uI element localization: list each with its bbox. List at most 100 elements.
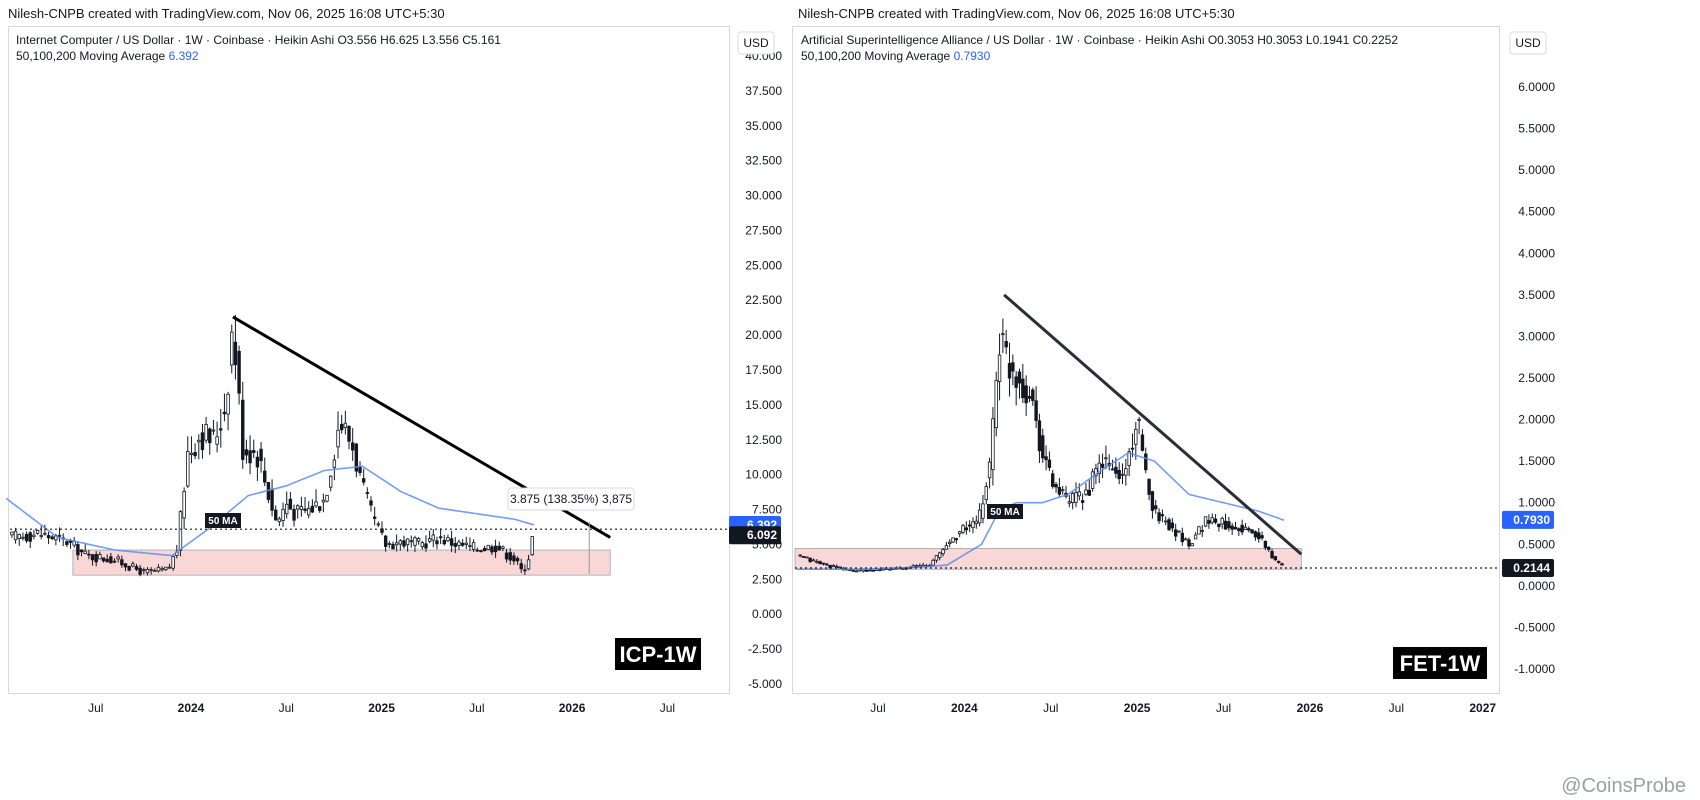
y-tick-label: 22.500 [745, 293, 782, 307]
fet-chart-svg[interactable]: 6.0000 5.5000 5.0000 4.5000 4.0000 3.5000 3.00… [790, 0, 1700, 800]
candle-body [1074, 492, 1078, 503]
candle-body [156, 566, 161, 572]
y-tick-label: -2.500 [748, 642, 782, 656]
candle-body [369, 500, 373, 506]
candle-body [413, 537, 417, 546]
ma-info[interactable]: 50,100,200 Moving Average 6.392 [16, 48, 199, 65]
candle-body [57, 534, 62, 537]
icp-chart-svg[interactable]: 40.00037.50035.00032.50030.00027.50025.0… [0, 0, 790, 800]
candle-body [24, 533, 29, 542]
candle-body [189, 452, 194, 455]
candle-body [94, 553, 98, 563]
candle-body [1250, 529, 1254, 534]
candle-body [1100, 463, 1105, 468]
ma-tag-label: 50 MA [990, 507, 1019, 518]
candle-body [468, 545, 472, 547]
candle-body [402, 540, 406, 547]
candle-body [835, 566, 839, 568]
candle-body [482, 547, 487, 552]
candle-body [83, 550, 87, 554]
candle-body [987, 461, 992, 479]
x-tick-label: 2024 [951, 701, 978, 715]
candle-body [1200, 530, 1204, 532]
ticker-badge: ICP-1W [620, 642, 697, 667]
currency-button[interactable] [1509, 31, 1547, 55]
candle-body [818, 561, 822, 565]
chart-frame[interactable] [8, 26, 730, 694]
candle-body [991, 418, 995, 470]
candle-body [1137, 419, 1141, 421]
candle-body [314, 501, 318, 507]
candle-body [167, 566, 172, 569]
candle-body [497, 545, 501, 551]
candle-body [1017, 371, 1022, 384]
candle-body [493, 545, 498, 553]
candle-body [530, 536, 534, 556]
candle-body [343, 422, 348, 428]
candle-body [1140, 434, 1145, 451]
candle-body [138, 567, 142, 575]
candle-body [1124, 468, 1128, 476]
candle-body [200, 432, 205, 451]
right-panel: Nilesh-CNPB created with TradingView.com… [790, 0, 1700, 800]
candle-body [1183, 538, 1188, 541]
candle-body [105, 558, 109, 563]
chart-frame[interactable] [792, 26, 1500, 694]
candle-body [961, 525, 965, 533]
candle-body [160, 568, 164, 571]
ticker-badge-bg [613, 636, 703, 672]
symbol-info[interactable]: Artificial Superintelligence Alliance / … [801, 33, 1398, 47]
candle-body [248, 450, 252, 464]
y-tick-label: 35.000 [745, 119, 782, 133]
candle-body [508, 552, 512, 561]
candle-body [405, 538, 410, 546]
candle-body [1147, 478, 1151, 495]
currency-button[interactable] [737, 31, 775, 55]
candle-body [825, 563, 829, 566]
candle-body [1067, 501, 1072, 504]
candle-body [32, 534, 36, 538]
candle-body [1041, 435, 1045, 459]
candle-body [1054, 484, 1058, 488]
candle-body [1150, 491, 1155, 511]
y-tick-label: 3.5000 [1518, 288, 1555, 302]
candle-body [1170, 522, 1175, 529]
symbol-info[interactable]: Internet Computer / US Dollar · 1W · Coi… [16, 33, 501, 47]
candle-body [241, 399, 245, 460]
candle-body [501, 546, 505, 549]
candle-body [1276, 560, 1281, 563]
candle-body [178, 511, 183, 551]
candle-body [957, 531, 962, 535]
candle-body [974, 520, 979, 524]
candle-body [1117, 469, 1121, 480]
candle-body [475, 549, 479, 552]
candle-body [1047, 459, 1052, 468]
candle-body [1267, 546, 1271, 550]
candle-body [361, 478, 366, 483]
y-tick-label: 2.0000 [1518, 413, 1555, 427]
y-tick-label: 27.500 [745, 223, 782, 237]
candle-body [435, 540, 439, 545]
candle-body [431, 534, 435, 541]
candle-body [182, 490, 186, 519]
candle-body [164, 566, 168, 571]
candle-body [1273, 556, 1278, 561]
candle-body [1220, 517, 1224, 525]
candle-body [1180, 532, 1185, 543]
candle-body [79, 549, 84, 553]
ma-tag-bg [205, 513, 241, 528]
candle-body [1223, 520, 1228, 530]
candle-body [131, 563, 135, 567]
candle-body [460, 542, 465, 546]
candle-body [43, 532, 47, 535]
candle-body [878, 569, 882, 571]
ma-info[interactable]: 50,100,200 Moving Average 0.7930 [801, 48, 990, 65]
candle-body [438, 536, 443, 539]
y-tick-label: -5.000 [748, 677, 782, 691]
candle-body [1257, 532, 1261, 540]
candle-body [328, 475, 333, 488]
candle-body [931, 559, 935, 566]
candle-body [145, 568, 150, 574]
x-tick-label: 2026 [559, 701, 586, 715]
candle-body [270, 488, 274, 511]
